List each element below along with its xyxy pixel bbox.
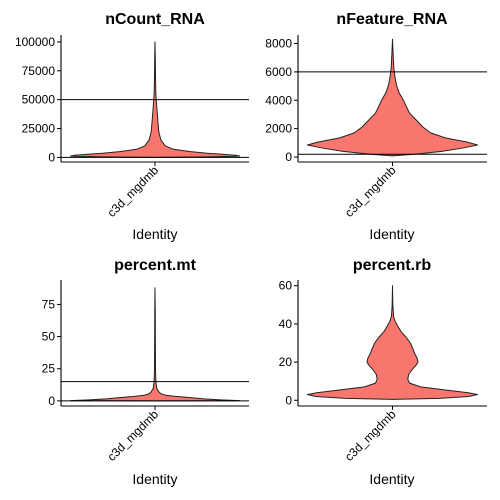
violin-c3d_mgdmb [69, 287, 241, 402]
y-tick-label: 6000 [265, 65, 292, 79]
x-tick-label: c3d_mgdmb [105, 407, 162, 464]
x-axis-label: Identity [369, 226, 414, 242]
y-tick-label: 20 [279, 355, 293, 369]
y-tick-label: 50000 [22, 93, 56, 107]
panel-percent-rb: percent.rb Identity 0 20 40 60 c3d_mgdmb [279, 257, 487, 487]
y-tick-label: 40 [279, 317, 293, 331]
y-tick-label: 100000 [15, 35, 55, 49]
y-tick-label: 25 [42, 362, 56, 376]
y-tick-label: 0 [48, 150, 55, 164]
y-tick-label: 0 [285, 393, 292, 407]
y-tick-label: 50 [42, 330, 56, 344]
y-tick-label: 75000 [22, 64, 56, 78]
chart-title: nCount_RNA [105, 11, 205, 28]
panel-nfeature-rna: nFeature_RNA Identity 0 2000 4000 6000 8000 c… [265, 11, 487, 242]
y-tick-label: 2000 [265, 122, 292, 136]
y-tick-label: 4000 [265, 93, 292, 107]
y-tick-label: 0 [48, 394, 55, 408]
panel-ncount-rna: nCount_RNA Identity 0 25000 50000 75000 1000… [15, 11, 249, 242]
x-tick-label: c3d_mgdmb [105, 163, 162, 220]
y-tick-label: 0 [285, 150, 292, 164]
chart-title: percent.rb [353, 257, 431, 274]
x-tick-label: c3d_mgdmb [342, 407, 399, 464]
x-tick-label: c3d_mgdmb [342, 163, 399, 220]
y-tick-label: 75 [42, 297, 56, 311]
chart-title: nFeature_RNA [336, 11, 448, 28]
x-axis-label: Identity [132, 471, 177, 487]
chart-title: percent.mt [114, 257, 196, 274]
panel-percent-mt: percent.mt Identity 0 25 50 75 c3d_mgdmb [42, 257, 249, 487]
y-tick-label: 8000 [265, 37, 292, 51]
x-axis-label: Identity [369, 471, 414, 487]
y-tick-label: 60 [279, 279, 293, 293]
y-tick-label: 25000 [22, 122, 56, 136]
x-axis-label: Identity [132, 226, 177, 242]
violin-c3d_mgdmb [306, 285, 479, 400]
violin-c3d_mgdmb [306, 38, 479, 157]
